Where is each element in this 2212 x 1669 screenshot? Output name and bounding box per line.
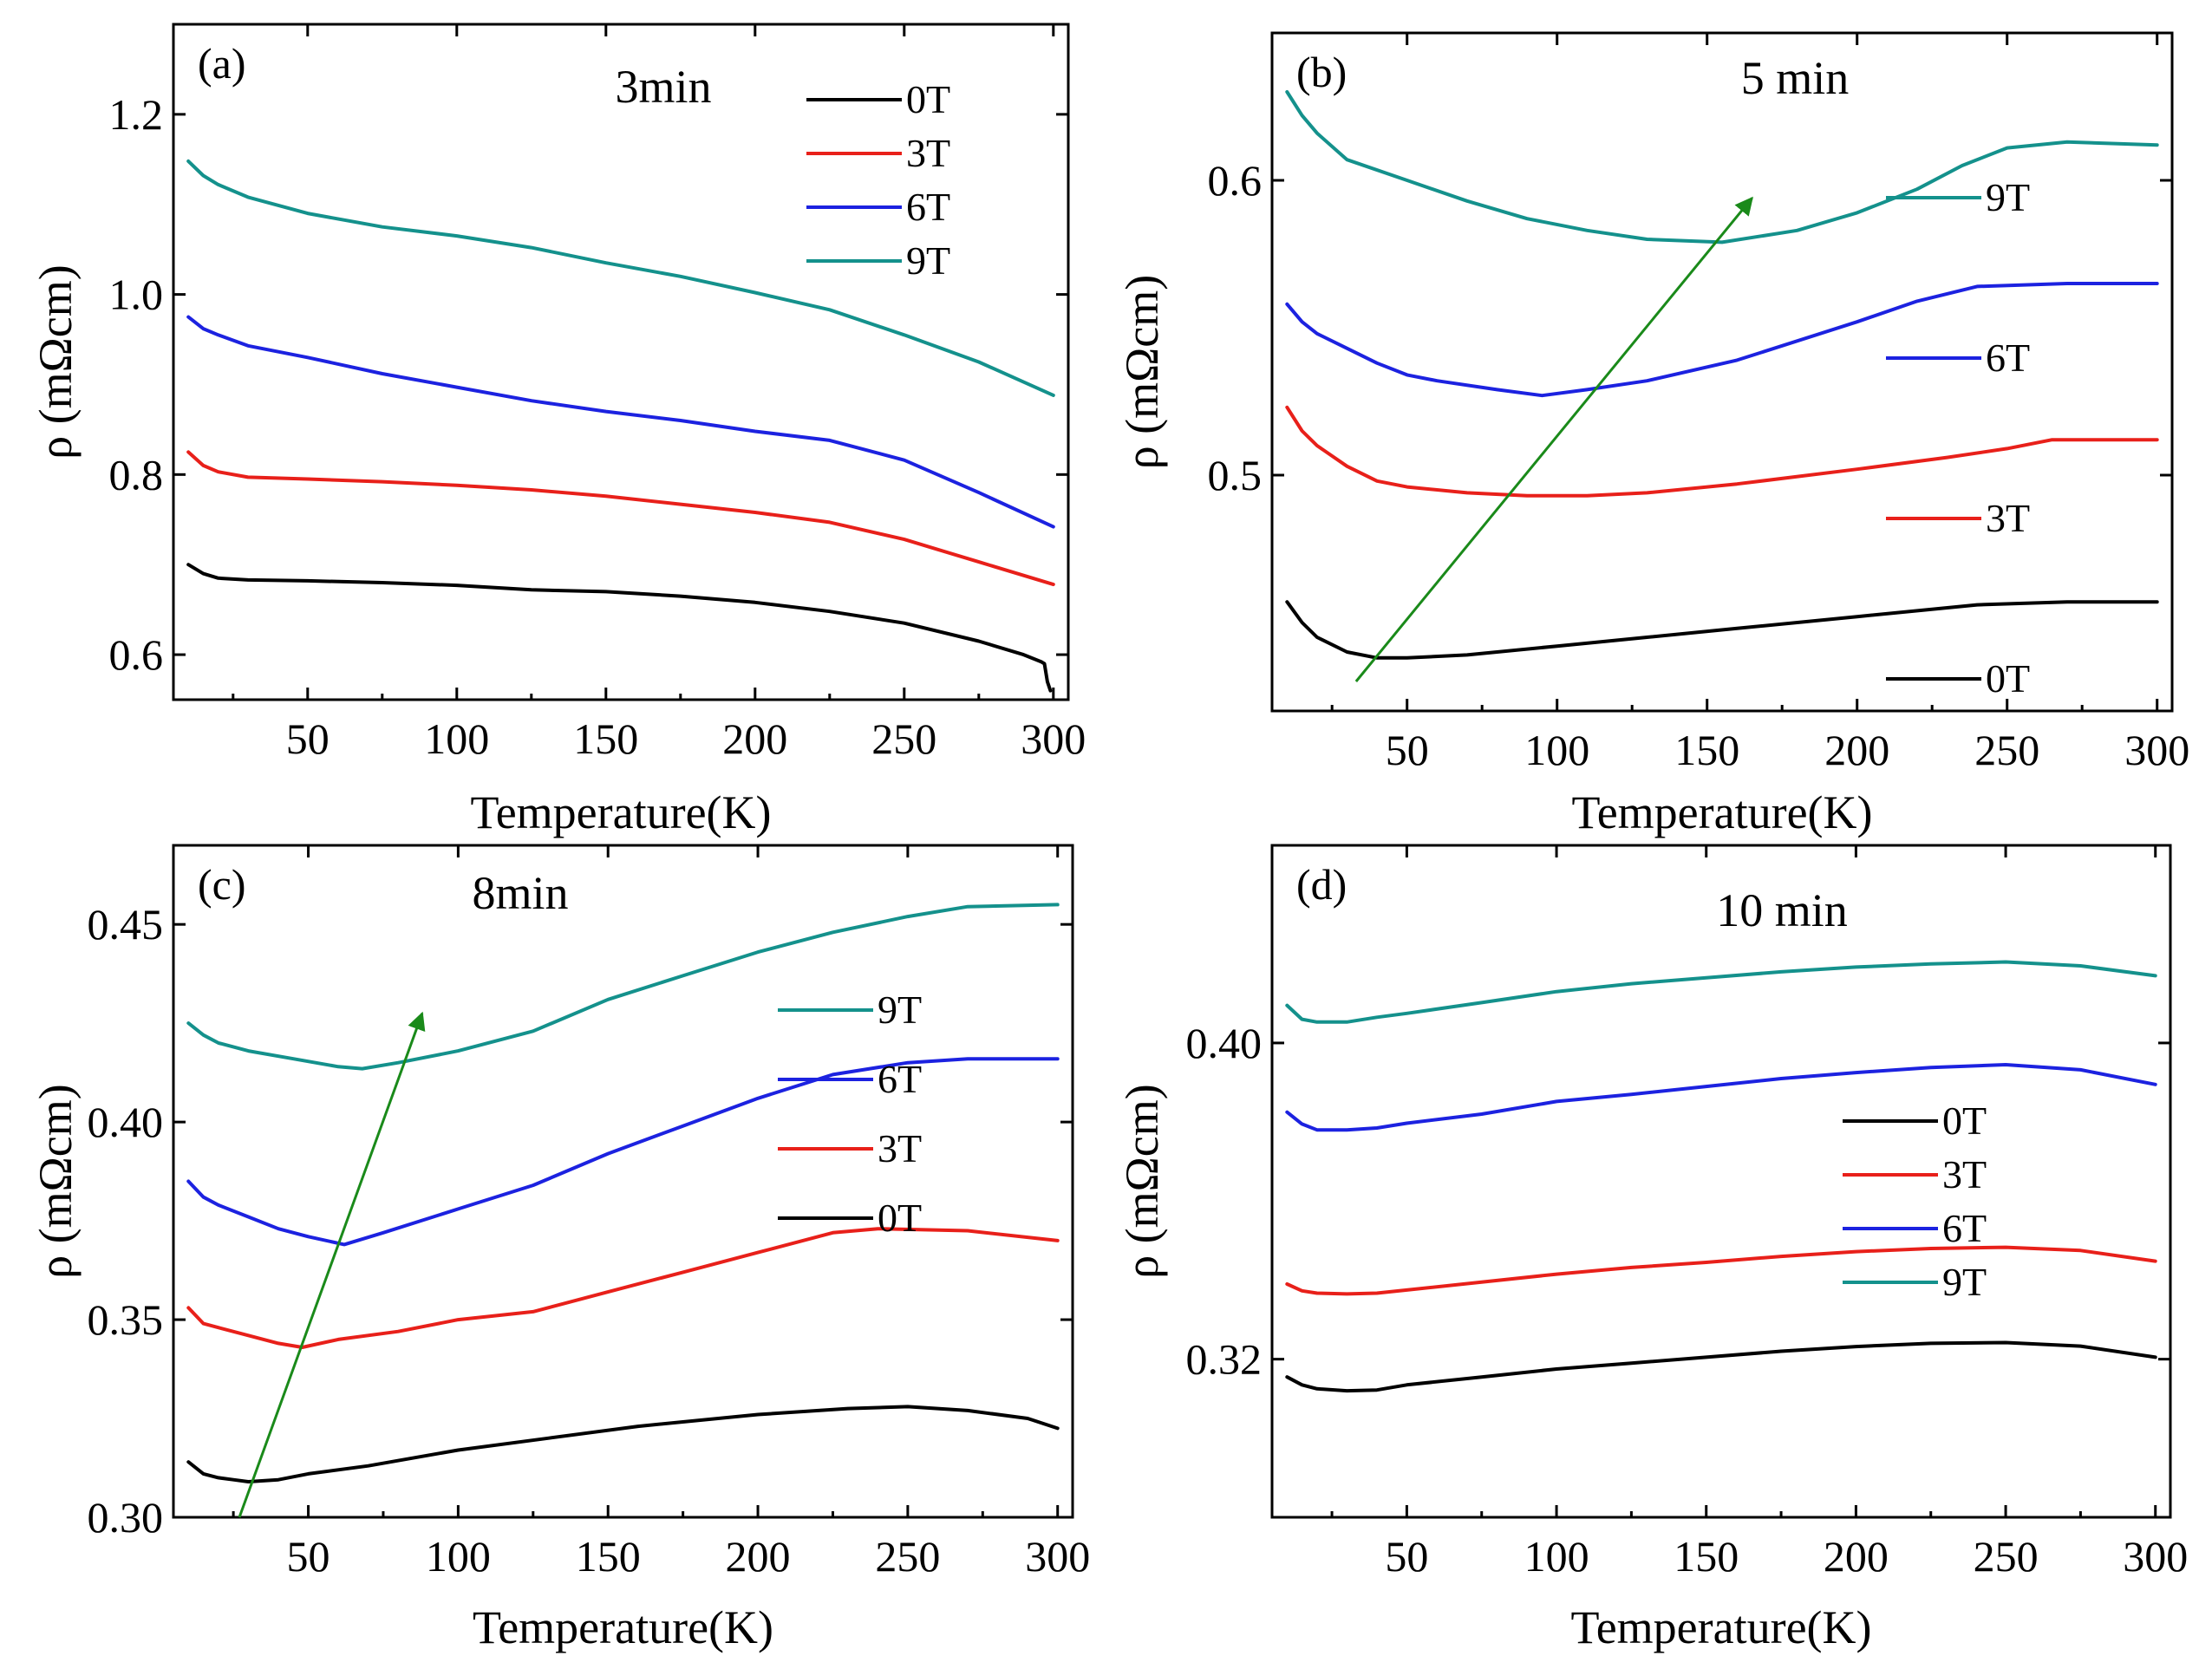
legend-label-0T: 0T <box>1942 1099 1987 1143</box>
x-tick-label: 250 <box>871 714 936 763</box>
panel-c: 50 100 150 200 250 300 0.30 0.35 0.40 0.45 Tempera… <box>29 844 1090 1653</box>
x-tick-label: 250 <box>875 1532 940 1581</box>
panel-label: (d) <box>1296 860 1347 909</box>
x-tick-label: 150 <box>1674 1532 1739 1581</box>
panel-title: 10 min <box>1716 884 1848 936</box>
trend-arrow <box>1354 196 1753 682</box>
panel-b: 50 100 150 200 250 300 0.5 0.6 Temperature(K) ρ (… <box>1116 31 2189 838</box>
x-tick-label: 100 <box>424 714 489 763</box>
panel-title: 8min <box>472 867 568 919</box>
y-axis-title: ρ (mΩcm) <box>1116 1084 1168 1279</box>
y-axis-title: ρ (mΩcm) <box>29 1084 82 1279</box>
x-axis-title: Temperature(K) <box>1571 786 1872 838</box>
x-tick-label: 100 <box>1524 726 1589 774</box>
legend-label-6T: 6T <box>1942 1206 1987 1250</box>
x-tick-label: 50 <box>287 1532 330 1581</box>
x-tick-label: 300 <box>1021 714 1086 763</box>
y-tick-label: 0.35 <box>88 1295 164 1344</box>
series-line-9T <box>1285 960 2157 1024</box>
panel-label: (a) <box>198 39 246 88</box>
series-line-0T <box>186 563 1053 693</box>
legend-label-6T: 6T <box>878 1057 922 1101</box>
x-tick-label: 250 <box>1974 726 2039 774</box>
y-tick-label: 0.45 <box>88 900 164 949</box>
plot-frame <box>172 844 1074 1519</box>
y-tick-label: 0.5 <box>1208 451 1263 499</box>
x-tick-label: 200 <box>722 714 787 763</box>
plot-frame <box>172 23 1070 701</box>
legend-label-6T: 6T <box>1986 336 2030 380</box>
y-tick-label: 1.0 <box>109 271 164 319</box>
x-tick-label: 300 <box>2123 1532 2188 1581</box>
y-tick-label: 0.32 <box>1186 1335 1263 1384</box>
x-axis-title: Temperature(K) <box>470 786 771 838</box>
series-line-9T <box>186 903 1060 1071</box>
series-line-6T <box>186 1057 1060 1247</box>
legend-label-9T: 9T <box>906 238 950 283</box>
x-tick-label: 300 <box>2124 726 2189 774</box>
x-tick-label: 150 <box>1674 726 1739 774</box>
legend-label-3T: 3T <box>906 131 950 175</box>
legend-label-9T: 9T <box>878 988 922 1032</box>
x-tick-label: 200 <box>726 1532 791 1581</box>
y-tick-label: 0.40 <box>1186 1019 1263 1067</box>
y-tick-label: 0.6 <box>109 630 164 679</box>
y-tick-label: 0.6 <box>1208 156 1263 205</box>
legend-label-3T: 3T <box>878 1126 922 1170</box>
legend-label-9T: 9T <box>1986 175 2030 219</box>
x-tick-label: 200 <box>1824 726 1889 774</box>
series-line-9T <box>1285 90 2159 244</box>
series-line-3T <box>186 1227 1060 1349</box>
x-tick-label: 50 <box>1385 1532 1428 1581</box>
panel-label: (c) <box>198 860 246 909</box>
x-tick-label: 300 <box>1025 1532 1090 1581</box>
series-line-6T <box>1285 282 2159 398</box>
trend-arrow <box>238 1011 426 1518</box>
panel-label: (b) <box>1296 48 1347 96</box>
series-line-6T <box>1285 1063 2157 1132</box>
panel-d: 50 100 150 200 250 300 0.32 0.40 Temperature(K) ρ… <box>1116 844 2188 1653</box>
x-tick-label: 250 <box>1974 1532 2039 1581</box>
series-line-3T <box>1285 405 2159 498</box>
legend-label-0T: 0T <box>878 1196 922 1240</box>
x-axis-title: Temperature(K) <box>473 1601 773 1653</box>
x-tick-label: 150 <box>576 1532 641 1581</box>
x-tick-label: 50 <box>286 714 330 763</box>
y-tick-label: 1.2 <box>109 90 164 139</box>
x-axis-title: Temperature(K) <box>1570 1601 1871 1653</box>
panel-a: 50 100 150 200 250 300 0.6 0.8 1.0 1.2 Temperature… <box>29 23 1086 838</box>
plot-frame <box>1270 844 2172 1519</box>
y-axis-title: ρ (mΩcm) <box>1116 275 1168 470</box>
series-line-6T <box>186 315 1055 529</box>
y-tick-label: 0.8 <box>109 450 164 499</box>
legend-label-3T: 3T <box>1986 496 2030 540</box>
plot-frame <box>1270 31 2174 713</box>
y-axis-title: ρ (mΩcm) <box>29 264 82 460</box>
x-tick-label: 150 <box>573 714 638 763</box>
series-line-0T <box>1285 600 2159 660</box>
x-tick-label: 100 <box>1524 1532 1589 1581</box>
y-tick-label: 0.40 <box>88 1098 164 1146</box>
series-line-3T <box>186 450 1055 587</box>
x-tick-label: 200 <box>1824 1532 1889 1581</box>
series-line-9T <box>186 159 1055 397</box>
series-line-3T <box>1285 1245 2157 1296</box>
panel-title: 3min <box>615 61 711 113</box>
y-tick-label: 0.30 <box>88 1493 164 1542</box>
legend-label-0T: 0T <box>1986 656 2030 701</box>
legend-label-6T: 6T <box>906 185 950 229</box>
legend-label-9T: 9T <box>1942 1260 1987 1304</box>
legend-label-0T: 0T <box>906 77 950 121</box>
x-tick-label: 50 <box>1386 726 1429 774</box>
x-tick-label: 100 <box>426 1532 491 1581</box>
legend-label-3T: 3T <box>1942 1152 1987 1196</box>
panel-title: 5 min <box>1741 52 1850 104</box>
series-line-0T <box>1285 1340 2157 1393</box>
series-line-0T <box>186 1405 1060 1483</box>
